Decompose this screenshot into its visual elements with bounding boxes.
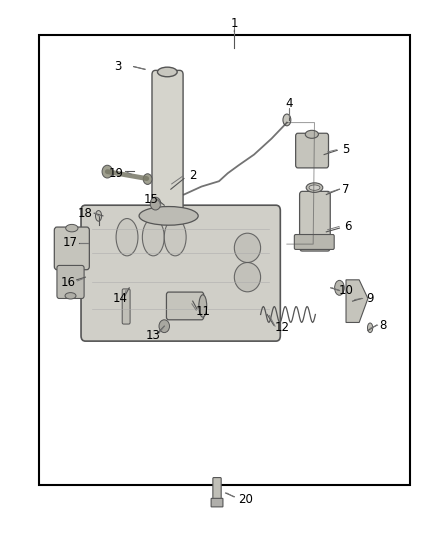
Ellipse shape	[367, 323, 373, 333]
Ellipse shape	[283, 114, 291, 126]
FancyBboxPatch shape	[54, 227, 89, 270]
Bar	[39, 35, 410, 485]
Text: 16: 16	[60, 276, 75, 289]
Ellipse shape	[142, 219, 164, 256]
Text: 3: 3	[115, 60, 122, 73]
Text: 1: 1	[230, 18, 238, 30]
Ellipse shape	[306, 183, 323, 192]
FancyBboxPatch shape	[294, 235, 334, 249]
Text: 18: 18	[78, 207, 93, 220]
Text: 10: 10	[339, 284, 353, 297]
Text: 17: 17	[63, 236, 78, 249]
Text: 8: 8	[380, 319, 387, 332]
Text: 9: 9	[366, 292, 374, 305]
Ellipse shape	[164, 219, 186, 256]
Ellipse shape	[139, 207, 198, 225]
FancyBboxPatch shape	[122, 289, 130, 324]
Text: 14: 14	[113, 292, 128, 305]
FancyBboxPatch shape	[300, 191, 330, 251]
Text: 5: 5	[343, 143, 350, 156]
Ellipse shape	[234, 233, 261, 263]
Ellipse shape	[66, 224, 78, 232]
Text: 15: 15	[144, 193, 159, 206]
Circle shape	[150, 197, 161, 210]
Circle shape	[159, 320, 170, 333]
Text: 19: 19	[109, 167, 124, 180]
Ellipse shape	[116, 219, 138, 256]
FancyBboxPatch shape	[57, 265, 84, 298]
Circle shape	[102, 165, 113, 178]
Text: 12: 12	[275, 321, 290, 334]
Ellipse shape	[305, 130, 318, 138]
Ellipse shape	[158, 67, 177, 77]
FancyBboxPatch shape	[296, 133, 328, 168]
FancyBboxPatch shape	[213, 478, 221, 501]
Ellipse shape	[335, 280, 344, 295]
Circle shape	[143, 174, 152, 184]
FancyBboxPatch shape	[166, 292, 204, 320]
Text: 20: 20	[238, 493, 253, 506]
FancyBboxPatch shape	[152, 70, 183, 220]
Ellipse shape	[65, 293, 76, 299]
Text: 13: 13	[146, 329, 161, 342]
FancyBboxPatch shape	[211, 498, 223, 507]
Polygon shape	[346, 280, 368, 322]
Text: 7: 7	[342, 183, 350, 196]
FancyBboxPatch shape	[81, 205, 280, 341]
Ellipse shape	[95, 211, 102, 221]
Text: 4: 4	[285, 98, 293, 110]
Text: 11: 11	[196, 305, 211, 318]
Ellipse shape	[234, 263, 261, 292]
Ellipse shape	[199, 295, 207, 317]
Text: 2: 2	[189, 169, 197, 182]
Text: 6: 6	[344, 220, 352, 233]
Ellipse shape	[309, 185, 320, 190]
